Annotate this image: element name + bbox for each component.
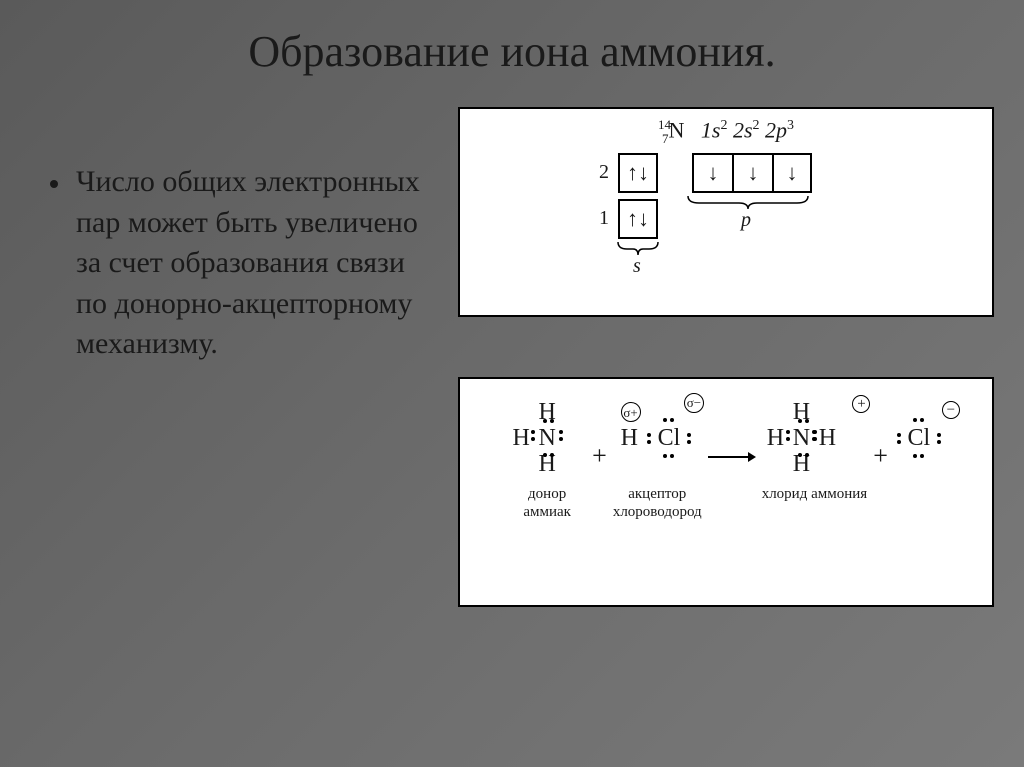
label-product: хлорид аммония xyxy=(762,485,868,503)
atom-h: H xyxy=(512,426,529,450)
atom-h: H xyxy=(819,426,836,450)
reaction-equation: H H N H донор амм xyxy=(472,399,980,521)
molecule-hcl: H σ+ Cl σ− а xyxy=(613,399,702,521)
content-area: Число общих электронных пар может быть у… xyxy=(0,97,1024,607)
slide-title: Образование иона аммония. xyxy=(0,0,1024,97)
label-p: p xyxy=(741,209,751,232)
orbital-2p3: ↓ xyxy=(772,153,812,193)
orbital-2p1: ↓ xyxy=(692,153,732,193)
bullet-text: Число общих электронных пар может быть у… xyxy=(76,162,430,365)
level-1-row: 1 ↑↓ xyxy=(593,199,658,239)
bullet-dot xyxy=(50,180,58,188)
orbital-2s: ↑↓ xyxy=(618,153,658,193)
electron-config: 147N 1s2 2s2 2p3 xyxy=(478,117,974,147)
molecule-nh4: H H N H xyxy=(762,399,868,503)
atom-cl: Cl σ− xyxy=(644,415,694,461)
orbital-1s: ↑↓ xyxy=(618,199,658,239)
molecule-nh3: H H N H донор амм xyxy=(508,399,586,521)
lewis-cl-minus: Cl − xyxy=(894,399,944,477)
orbital-diagram: 2 ↑↓ ↓ ↓ ↓ 1 ↑↓ s xyxy=(593,153,974,303)
reaction-panel: H H N H донор амм xyxy=(458,377,994,607)
atom-h: H σ+ xyxy=(621,426,638,450)
label-empty xyxy=(917,485,921,503)
level-2-label: 2 xyxy=(593,161,609,184)
atom-n: N xyxy=(538,426,555,450)
bullet-item: Число общих электронных пар может быть у… xyxy=(50,162,430,365)
atom-n: N xyxy=(793,426,810,450)
lewis-nh4: H H N H xyxy=(762,399,866,477)
reaction-arrow xyxy=(708,399,756,473)
label-s: s xyxy=(633,255,641,278)
orbital-2p-group: ↓ ↓ ↓ xyxy=(692,153,812,193)
orbital-panel: 147N 1s2 2s2 2p3 2 ↑↓ ↓ ↓ ↓ xyxy=(458,107,994,317)
orbital-2p2: ↓ xyxy=(732,153,772,193)
level-1-label: 1 xyxy=(593,207,609,230)
sigma-minus: σ− xyxy=(684,393,704,413)
right-column: 147N 1s2 2s2 2p3 2 ↑↓ ↓ ↓ ↓ xyxy=(458,107,994,607)
atom-h: H xyxy=(767,426,784,450)
charge-minus: − xyxy=(942,401,960,419)
label-donor: донор аммиак xyxy=(523,485,571,521)
element-symbol: N xyxy=(668,117,684,142)
plus-sign: + xyxy=(873,399,888,471)
charge-plus: + xyxy=(852,395,870,413)
label-acceptor: акцептор хлороводород xyxy=(613,485,702,521)
molecule-cl-minus: Cl − xyxy=(894,399,944,503)
lewis-hcl: H σ+ Cl σ− xyxy=(621,399,694,477)
left-column: Число общих электронных пар может быть у… xyxy=(50,107,430,607)
sigma-plus: σ+ xyxy=(621,402,641,422)
lewis-nh3: H H N H xyxy=(508,399,586,477)
level-2-row: 2 ↑↓ ↓ ↓ ↓ xyxy=(593,153,812,193)
atom-cl: Cl − xyxy=(894,415,944,461)
plus-sign: + xyxy=(592,399,607,471)
